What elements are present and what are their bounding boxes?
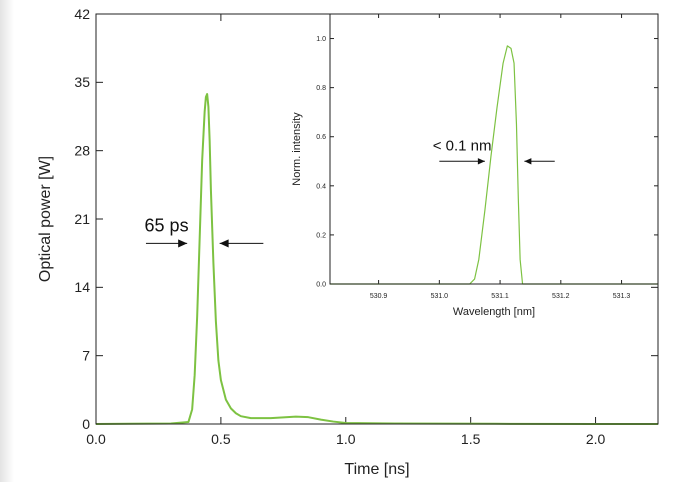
inset-y-tick-label: 0.0 bbox=[316, 281, 326, 288]
inset-arrow-left-head bbox=[477, 158, 485, 165]
inset-x-tick-label: 531.2 bbox=[552, 293, 570, 300]
inset-x-tick-label: 531.1 bbox=[491, 293, 509, 300]
inset-panel: 530.9 531.0 531.1 531.2 531.3 0.0 0.2 0.4 0.6 0.8… bbox=[291, 13, 659, 318]
main-x-tick-label: 1.5 bbox=[461, 431, 481, 447]
main-y-tick-label: 0 bbox=[82, 416, 90, 432]
inset-y-tick-label: 0.6 bbox=[316, 134, 326, 141]
inset-background bbox=[330, 14, 658, 284]
main-y-axis-label: Optical power [W] bbox=[37, 156, 54, 282]
main-annotation-label: 65 ps bbox=[145, 215, 189, 235]
main-x-tick-label: 0.5 bbox=[211, 431, 231, 447]
inset-y-tick-label: 0.2 bbox=[316, 232, 326, 239]
inset-x-tick-label: 531.3 bbox=[613, 293, 631, 300]
main-x-tick-label: 0.0 bbox=[86, 431, 106, 447]
inset-y-tick-label: 0.8 bbox=[316, 85, 326, 92]
main-y-tick-label: 42 bbox=[74, 6, 90, 22]
main-y-tick-label: 14 bbox=[74, 279, 90, 295]
main-series-line bbox=[95, 93, 658, 425]
left-edge-shadow bbox=[0, 0, 14, 482]
inset-y-tick-label: 0.4 bbox=[316, 183, 326, 190]
inset-x-axis-label: Wavelength [nm] bbox=[453, 306, 535, 318]
inset-series-line bbox=[330, 45, 658, 285]
main-arrow-left-head bbox=[178, 239, 188, 248]
main-x-axis-label: Time [ns] bbox=[344, 461, 409, 478]
inset-x-tick-label: 531.0 bbox=[431, 293, 449, 300]
main-arrow-right-head bbox=[219, 239, 229, 248]
inset-x-tick-label: 530.9 bbox=[370, 293, 388, 300]
main-y-tick-label: 28 bbox=[74, 143, 90, 159]
main-x-tick-label: 1.0 bbox=[336, 431, 356, 447]
inset-frame bbox=[329, 13, 659, 285]
inset-annotation-label: < 0.1 nm bbox=[433, 137, 492, 154]
main-y-tick-label: 7 bbox=[82, 348, 90, 364]
main-x-tick-label: 2.0 bbox=[586, 431, 606, 447]
inset-y-tick-label: 1.0 bbox=[316, 36, 326, 43]
main-y-tick-label: 21 bbox=[74, 211, 90, 227]
inset-y-axis-label: Norm. intensity bbox=[291, 112, 303, 186]
inset-arrow-right-head bbox=[524, 158, 532, 165]
main-y-tick-label: 35 bbox=[74, 74, 90, 90]
